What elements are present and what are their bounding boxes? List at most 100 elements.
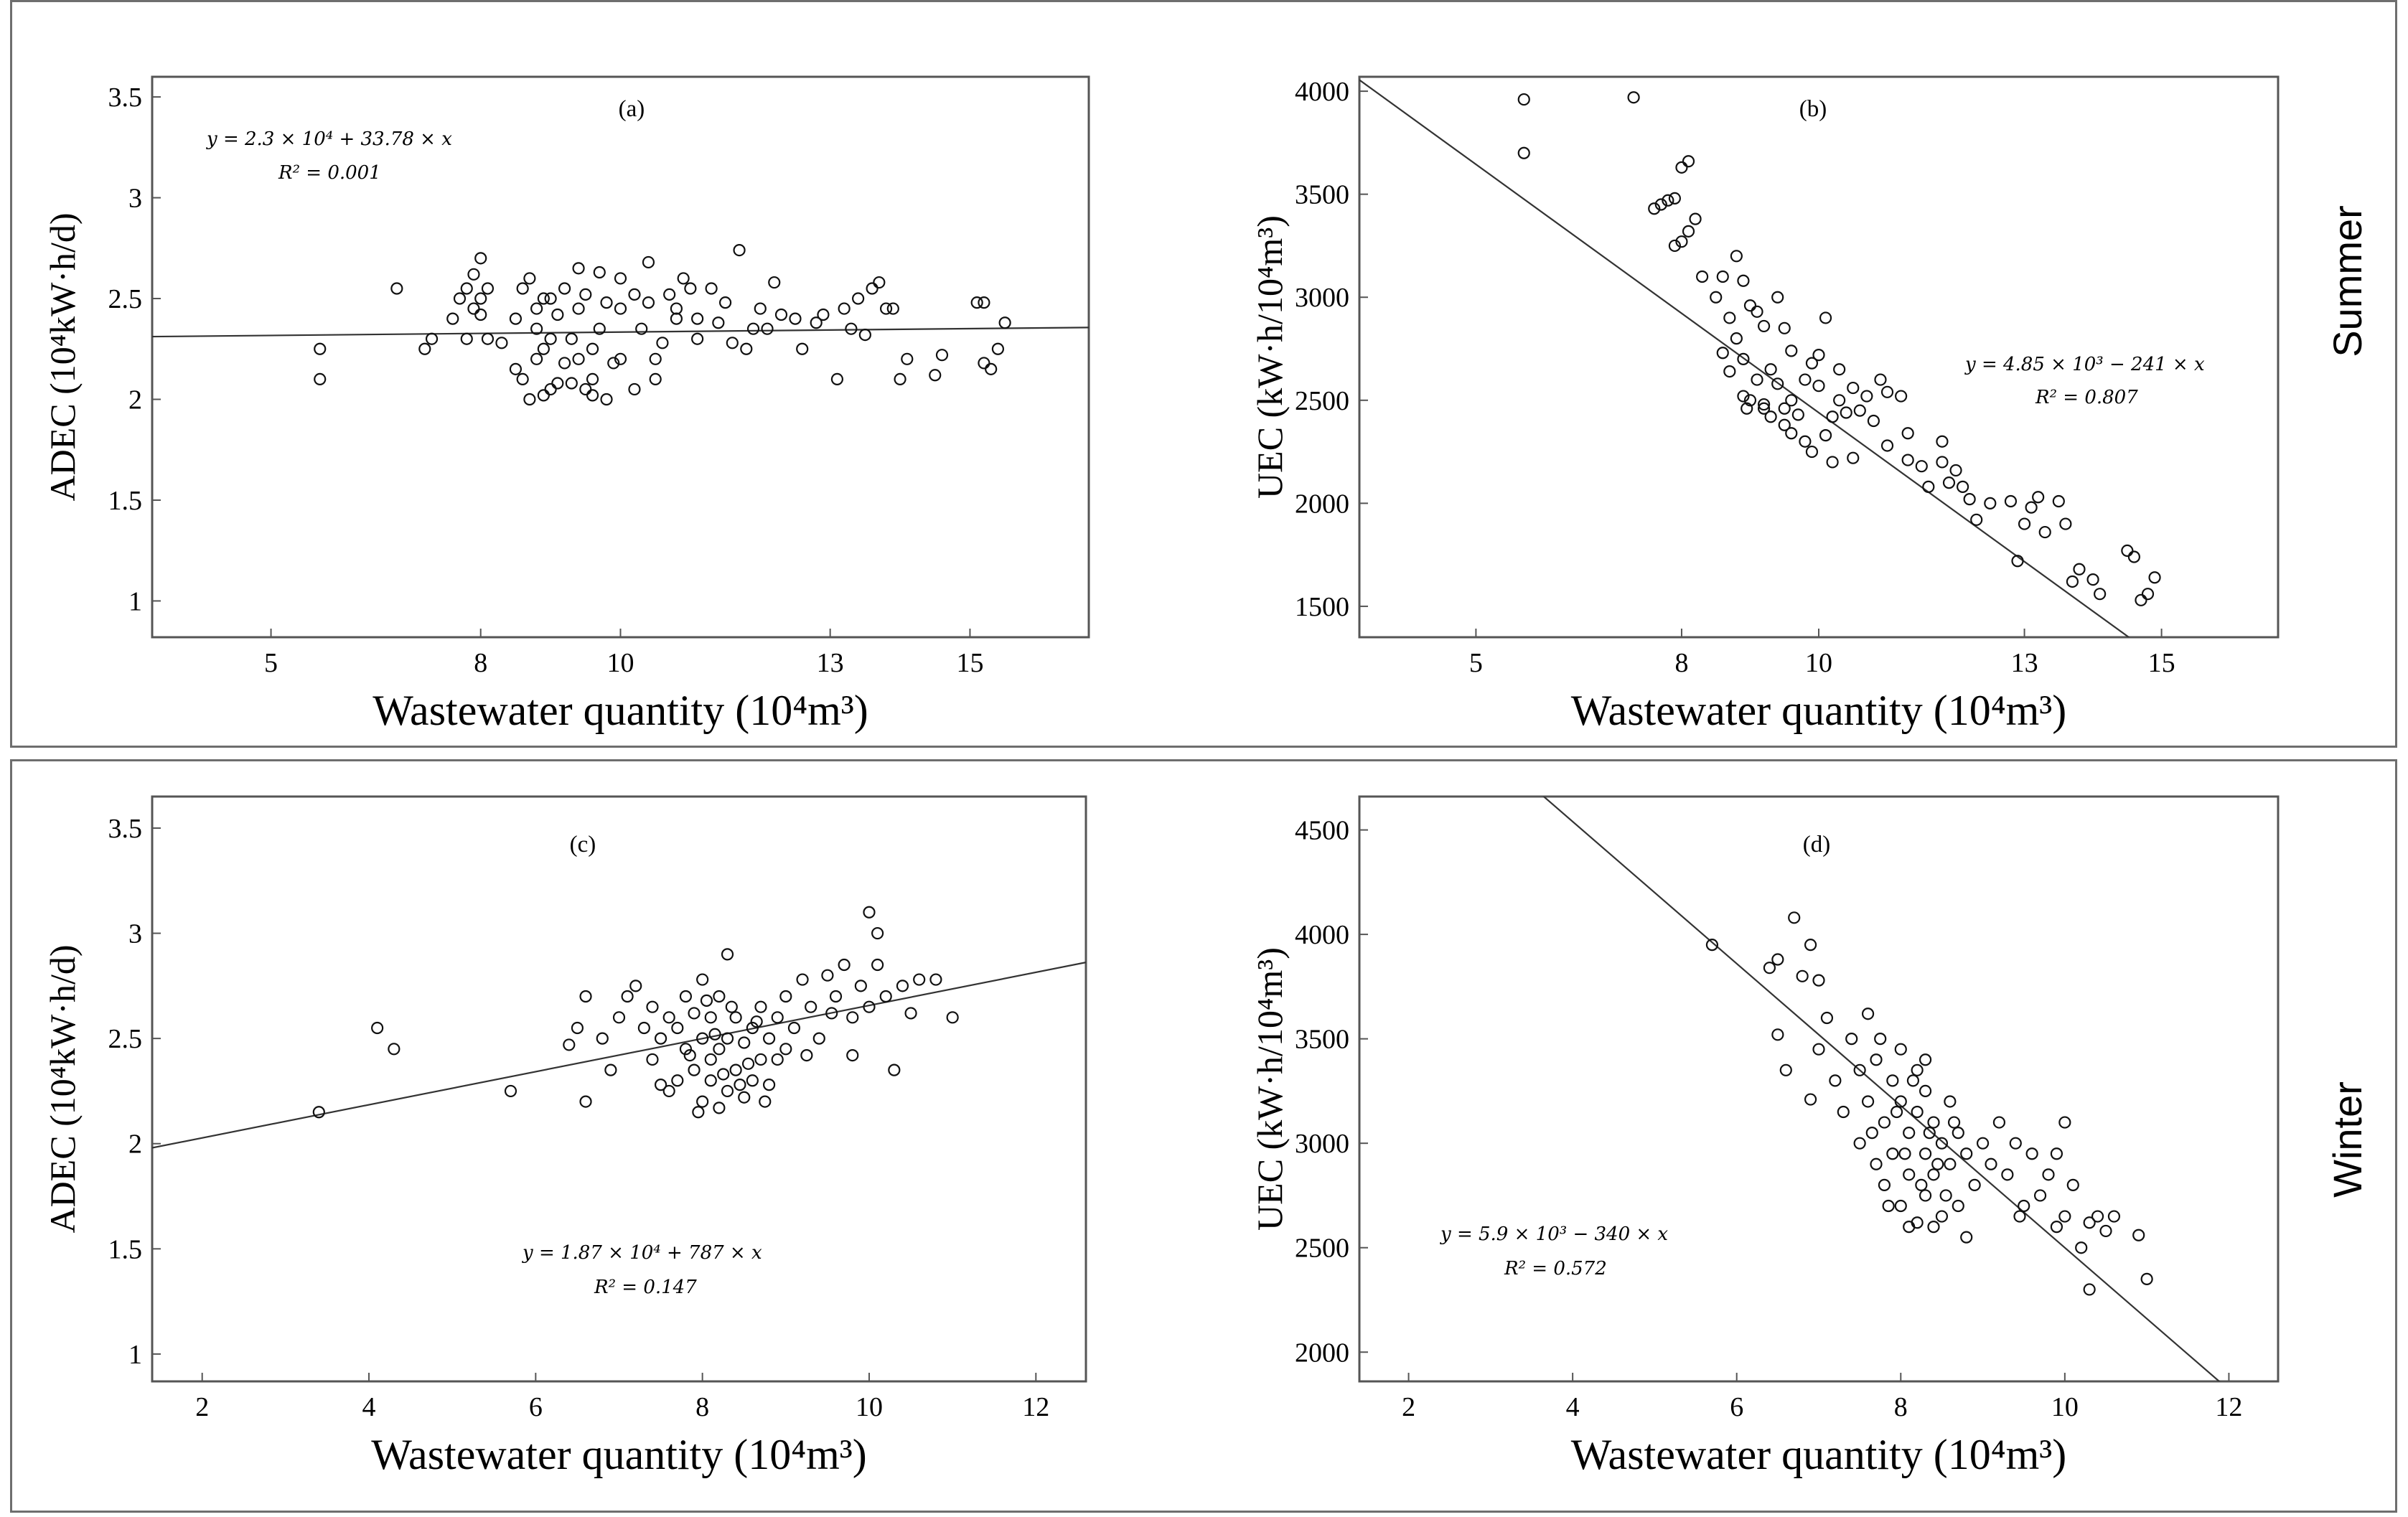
data-point [642, 255, 655, 269]
data-point [2091, 1210, 2104, 1223]
data-point [1886, 1074, 1899, 1087]
data-point [2025, 1147, 2038, 1160]
x-tick-label: 15 [2148, 648, 2175, 678]
data-point [854, 980, 867, 992]
data-point [1805, 445, 1819, 459]
y-tick-label: 2500 [1295, 386, 1349, 416]
data-point [985, 362, 998, 375]
y-tick-label: 2500 [1295, 1234, 1349, 1264]
data-point [838, 958, 851, 972]
data-point [1675, 235, 1688, 248]
data-point [1837, 1105, 1850, 1119]
data-point [1764, 410, 1777, 423]
data-point [1870, 1157, 1883, 1170]
data-point [467, 302, 480, 315]
y-axis-label: ADEC (10⁴kW·h/d) [42, 944, 83, 1233]
data-point [817, 308, 830, 321]
data-point [1935, 1137, 1949, 1150]
data-point [1696, 270, 1709, 283]
data-point [1944, 1157, 1957, 1170]
data-point [551, 377, 564, 390]
data-point [796, 973, 809, 986]
data-point [1785, 394, 1798, 407]
data-point [1812, 1043, 1825, 1056]
data-point [1927, 1168, 1940, 1181]
data-point [1952, 1127, 1964, 1140]
data-point [662, 1084, 675, 1098]
data-point [530, 302, 543, 315]
data-point [481, 332, 495, 345]
data-point [2004, 494, 2018, 508]
regression-equation: y = 1.87 × 10⁴ + 787 × x [522, 1242, 762, 1264]
chart-title: (d) [1803, 832, 1830, 858]
data-point [1723, 365, 1736, 378]
data-point [586, 342, 599, 355]
data-point [734, 1079, 746, 1091]
data-point [654, 1079, 667, 1091]
x-axis-label: Wastewater quantity (10⁴m³) [1571, 1431, 2067, 1478]
chart-b: 5 8 10 13 15 1500 2000 2500 3000 3500 4000 Wastewat… [1250, 75, 2280, 734]
data-point [612, 1011, 626, 1024]
data-point [717, 1068, 730, 1081]
data-point [1812, 974, 1825, 987]
data-point [904, 1007, 917, 1020]
plot-area-border [151, 795, 1087, 1383]
data-point [565, 332, 578, 345]
data-point [1785, 344, 1798, 357]
data-point [453, 292, 467, 305]
data-point [683, 1048, 696, 1062]
y-tick-label: 3500 [1295, 180, 1349, 210]
x-tick-label: 8 [1674, 648, 1688, 678]
data-point [530, 322, 543, 335]
data-point [762, 1079, 776, 1091]
data-point [504, 1084, 517, 1098]
data-point [1915, 1178, 1928, 1191]
data-point [725, 1000, 738, 1013]
data-point [1880, 439, 1894, 452]
y-axis-label: UEC (kW·h/10⁴m³) [1250, 215, 1290, 499]
data-point [1927, 1221, 1940, 1234]
data-point [312, 1106, 325, 1119]
data-point [929, 973, 942, 986]
data-point [509, 362, 523, 375]
y-tick-label: 4500 [1295, 816, 1349, 846]
data-point [696, 1032, 709, 1045]
r-squared-label: R² = 0.572 [1504, 1258, 1607, 1279]
data-point [593, 322, 606, 335]
data-point [863, 906, 876, 919]
data-point [1723, 311, 1736, 324]
data-point [628, 288, 641, 301]
data-point [866, 282, 879, 295]
data-point [705, 282, 718, 295]
data-point [1874, 1033, 1887, 1046]
data-point [729, 1011, 742, 1024]
data-point [708, 1028, 721, 1041]
data-point [460, 332, 473, 345]
data-point [779, 990, 792, 1003]
r-squared-label: R² = 0.807 [2035, 387, 2138, 408]
regression-equation: y = 5.9 × 10³ − 340 × x [1440, 1224, 1668, 1245]
data-point [1805, 357, 1819, 370]
data-point [846, 1011, 859, 1024]
data-point [873, 276, 886, 289]
data-point [2025, 501, 2038, 514]
data-point [721, 948, 734, 961]
data-point [901, 352, 914, 365]
chart-title: (c) [570, 832, 596, 858]
data-point [691, 312, 704, 325]
data-point [2011, 555, 2024, 568]
data-point [2075, 1241, 2088, 1254]
data-point [642, 296, 655, 309]
y-tick-label: 2000 [1295, 489, 1349, 519]
data-point [863, 1000, 876, 1013]
data-point [871, 926, 884, 940]
data-point [1716, 270, 1729, 283]
data-point [565, 377, 578, 390]
data-point [738, 1091, 751, 1104]
data-point [1705, 939, 1719, 952]
data-point [1778, 402, 1791, 415]
data-point [1668, 192, 1682, 205]
data-point [1771, 291, 1784, 304]
data-point [838, 302, 851, 315]
data-point [1882, 1199, 1895, 1213]
